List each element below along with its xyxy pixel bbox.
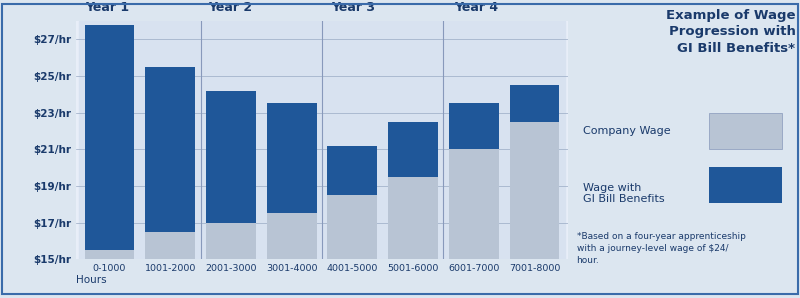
- Text: Hours: Hours: [76, 275, 106, 285]
- Bar: [266, 213, 317, 259]
- Bar: [510, 122, 559, 259]
- Bar: [85, 24, 134, 250]
- Bar: [388, 122, 438, 177]
- Bar: [388, 177, 438, 259]
- Bar: [206, 91, 256, 223]
- Text: Wage with
GI Bill Benefits: Wage with GI Bill Benefits: [583, 183, 665, 204]
- Text: Year 2: Year 2: [208, 1, 252, 14]
- FancyBboxPatch shape: [709, 167, 782, 203]
- Bar: [206, 223, 256, 259]
- Bar: [146, 67, 195, 232]
- Bar: [449, 149, 498, 259]
- Bar: [327, 195, 378, 259]
- Bar: [327, 145, 378, 195]
- Bar: [85, 250, 134, 259]
- FancyBboxPatch shape: [709, 113, 782, 149]
- Text: Year 4: Year 4: [454, 1, 498, 14]
- Text: Year 3: Year 3: [330, 1, 374, 14]
- Text: *Based on a four-year apprenticeship
with a journey-level wage of $24/
hour.: *Based on a four-year apprenticeship wit…: [577, 232, 746, 265]
- Bar: [449, 103, 498, 149]
- Bar: [79, 21, 201, 259]
- Bar: [146, 232, 195, 259]
- Text: Company Wage: Company Wage: [583, 126, 671, 136]
- Bar: [201, 21, 322, 259]
- Text: Year 1: Year 1: [85, 1, 129, 14]
- Bar: [266, 103, 317, 213]
- Bar: [443, 21, 565, 259]
- Text: Example of Wage
Progression with
GI Bill Benefits*: Example of Wage Progression with GI Bill…: [666, 9, 795, 55]
- Bar: [322, 21, 443, 259]
- Bar: [510, 85, 559, 122]
